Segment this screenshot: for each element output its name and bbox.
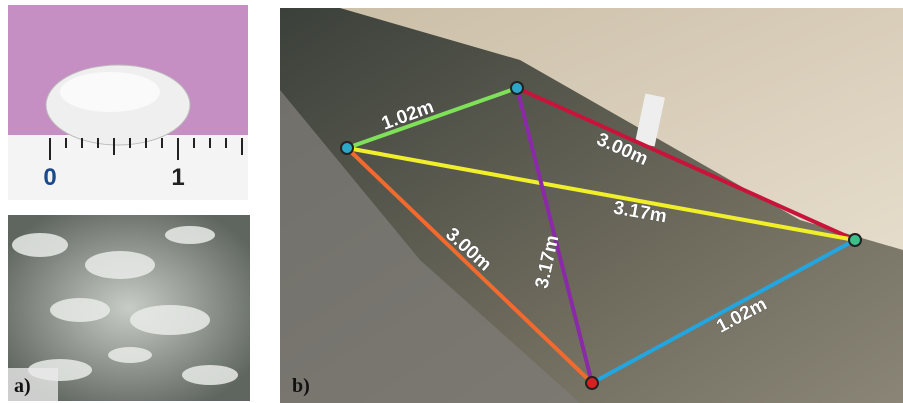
panel-label: b) [292,375,310,397]
ruler-label: 0 [43,164,56,191]
panel-b: 1.02m 3.00m 3.17m 3.00m 3.17m 1.02m b) [280,8,903,403]
figure: 0 1 a) 1 [0,0,903,403]
panel-a-top: 0 1 [8,5,248,200]
panel-label: a) [14,375,31,397]
ruler-label: 1 [171,164,184,191]
panel-a-bottom: a) [8,215,250,401]
